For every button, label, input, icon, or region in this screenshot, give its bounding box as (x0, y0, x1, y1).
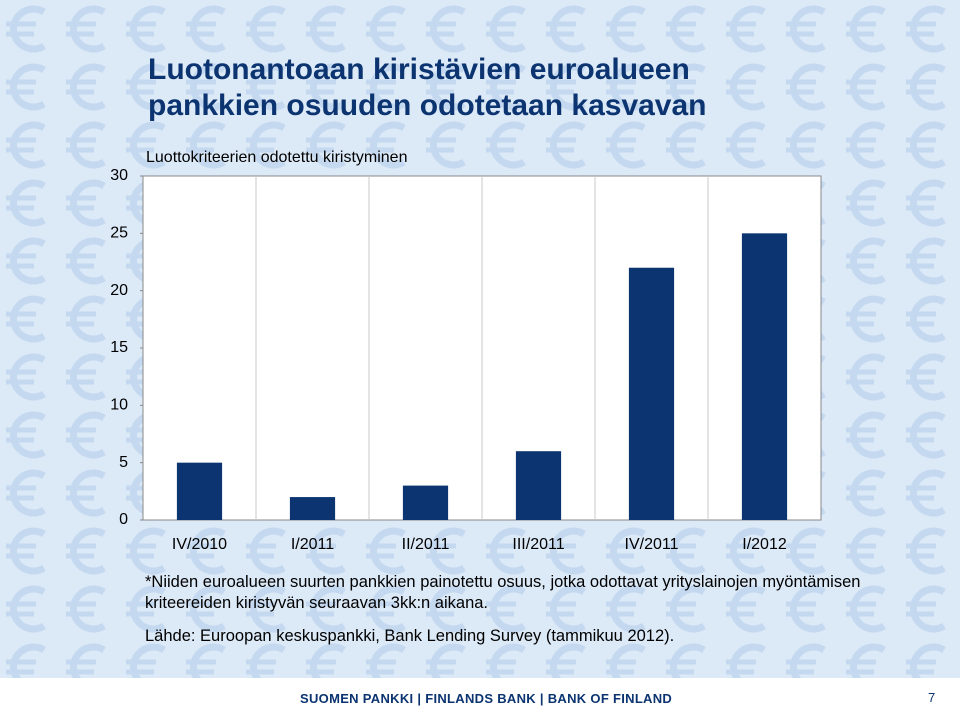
source: Lähde: Euroopan keskuspankki, Bank Lendi… (145, 627, 675, 645)
bar (402, 485, 449, 520)
y-tick-label: 25 (110, 225, 128, 242)
x-tick-label: II/2011 (402, 536, 450, 553)
x-tick-label: I/2012 (742, 536, 787, 553)
y-axis-label: Luottokriteerien odotettu kiristyminen (146, 149, 407, 166)
x-tick-label: I/2011 (291, 536, 334, 553)
bar (176, 462, 223, 520)
bar (741, 233, 788, 521)
footnote: *Niiden euroalueen suurten pankkien pain… (145, 573, 861, 612)
page-number: 7 (928, 690, 936, 705)
y-tick-label: 10 (110, 397, 128, 414)
y-tick-label: 5 (119, 454, 128, 471)
y-tick-label: 20 (110, 282, 128, 299)
footer-text: SUOMEN PANKKI | FINLANDS BANK | BANK OF … (300, 691, 673, 706)
y-tick-label: 30 (110, 167, 128, 184)
x-tick-label: III/2011 (512, 536, 564, 553)
bar (515, 451, 562, 520)
footer: SUOMEN PANKKI | FINLANDS BANK | BANK OF … (0, 678, 960, 707)
y-tick-label: 0 (119, 511, 128, 528)
bar (628, 267, 675, 520)
y-tick-label: 15 (110, 339, 128, 356)
chart-title: Luotonantoaan kiristävien euroalueen pan… (148, 53, 707, 122)
x-tick-label: IV/2011 (625, 536, 679, 553)
x-tick-label: IV/2010 (172, 536, 227, 553)
bar (289, 497, 336, 520)
